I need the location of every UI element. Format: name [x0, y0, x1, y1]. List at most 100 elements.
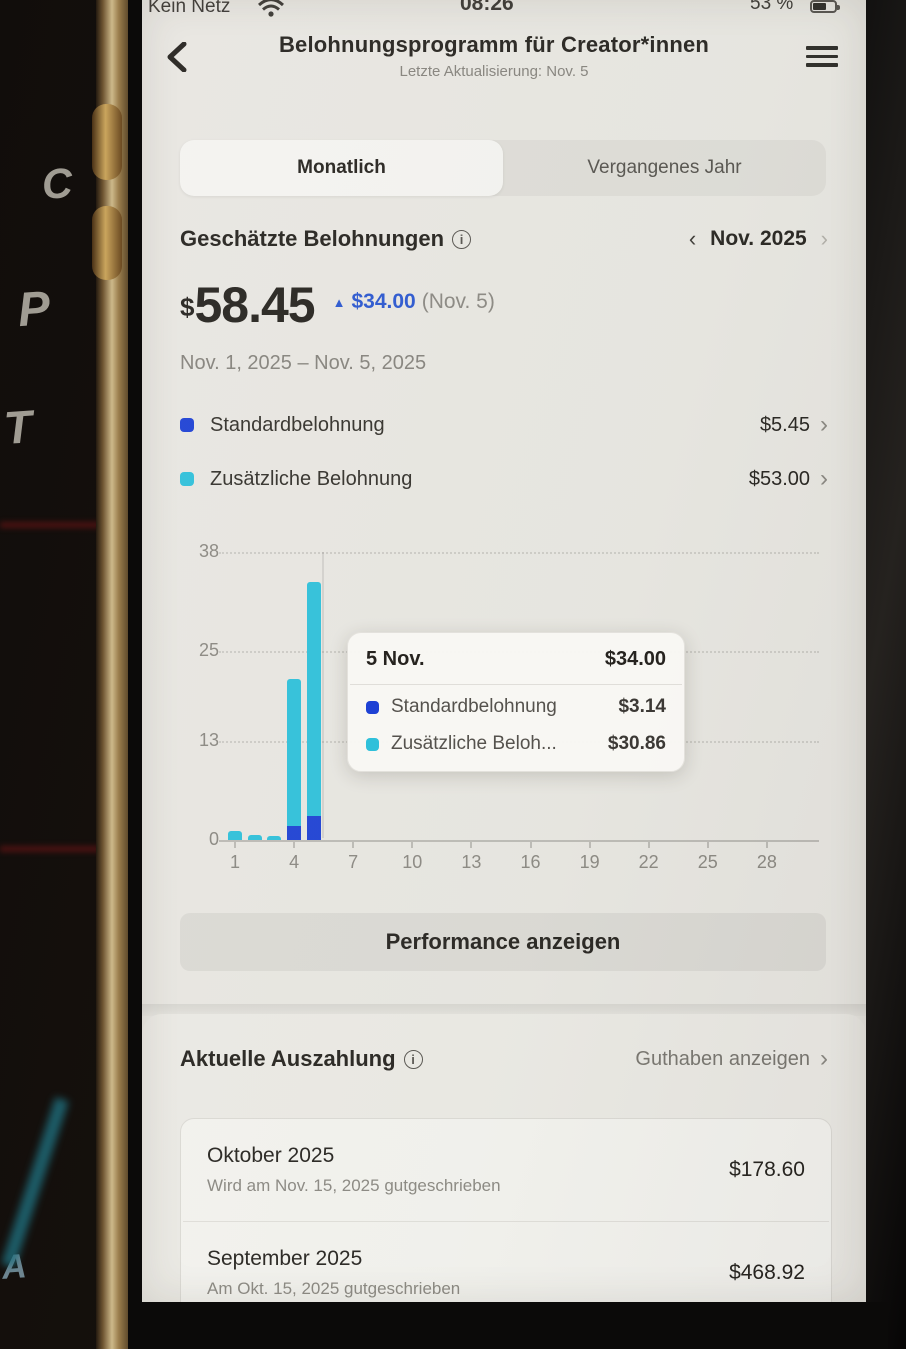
legend-row-standard[interactable]: Standardbelohnung $5.45 ›	[180, 408, 828, 442]
battery-icon	[810, 0, 840, 13]
battery-percent: 53 %	[750, 0, 794, 14]
rewards-section-header: Geschätzte Belohnungen i ‹ Nov. 2025 ›	[180, 226, 828, 252]
x-tick-label: 10	[402, 852, 423, 872]
chevron-right-icon: ›	[820, 411, 828, 438]
y-tick-label: 0	[208, 829, 219, 849]
payout-list-card: Oktober 2025 Wird am Nov. 15, 2025 gutge…	[180, 1118, 832, 1302]
x-tick-mark	[529, 842, 532, 848]
month-navigator: ‹ Nov. 2025 ›	[689, 226, 828, 252]
payout-amount: $468.92	[729, 1261, 805, 1284]
x-tick-label: 4	[289, 852, 300, 872]
show-balance-link[interactable]: Guthaben anzeigen ›	[635, 1047, 828, 1071]
x-tick-mark	[765, 842, 768, 848]
back-button[interactable]	[164, 42, 190, 72]
info-icon[interactable]: i	[452, 229, 472, 249]
payout-note: Wird am Nov. 15, 2025 gutgeschrieben	[207, 1176, 501, 1195]
currency-symbol: $	[180, 292, 195, 322]
legend-value: $5.45	[759, 413, 810, 436]
y-tick-label: 13	[198, 730, 219, 751]
x-tick-mark	[352, 842, 355, 848]
payout-list-item[interactable]: September 2025 Am Okt. 15, 2025 gutgesch…	[181, 1222, 831, 1302]
show-balance-label: Guthaben anzeigen	[635, 1047, 810, 1070]
selected-day-indicator	[321, 552, 324, 838]
legend-label: Zusätzliche Belohnung	[210, 467, 413, 490]
payout-section-header: Aktuelle Auszahlung i Guthaben anzeigen …	[180, 1046, 828, 1072]
chart-tooltip: 5 Nov. $34.00 Standardbelohnung $3.14 Zu…	[347, 632, 685, 772]
tooltip-row-value: $30.86	[607, 733, 666, 754]
payout-month: September 2025	[207, 1247, 363, 1270]
x-tick-label: 19	[579, 852, 600, 872]
prev-month-chevron-icon[interactable]: ‹	[688, 226, 697, 251]
keyboard-key-letter: P	[16, 281, 52, 338]
tab-monthly[interactable]: Monatlich	[180, 140, 503, 196]
tooltip-row-label: Zusätzliche Beloh...	[391, 733, 557, 754]
tooltip-row-label: Standardbelohnung	[391, 696, 557, 717]
divider	[183, 1221, 829, 1222]
total-amount: 58.45	[194, 277, 315, 333]
page-header: Belohnungsprogramm für Creator*innen Let…	[142, 26, 866, 100]
clock: 08:26	[460, 0, 514, 15]
bar-day-5-standard[interactable]	[306, 816, 321, 840]
daily-delta: ▲ $34.00 (Nov. 5)	[333, 290, 495, 314]
y-tick-label: 25	[198, 639, 219, 660]
x-tick-mark	[411, 842, 414, 848]
bar-day-4-standard[interactable]	[287, 826, 302, 840]
x-tick-label: 22	[638, 852, 659, 872]
y-tick-label: 38	[198, 541, 219, 561]
standard-reward-swatch-icon	[180, 418, 194, 432]
phone-screen: Kein Netz 08:26 53 % Belohnungsprogramm …	[142, 0, 866, 1302]
wifi-icon	[258, 0, 284, 17]
bar-day-1-extra[interactable]	[228, 830, 242, 840]
date-range: Nov. 1, 2025 – Nov. 5, 2025	[180, 352, 427, 374]
x-tick-mark	[588, 842, 591, 848]
phone-bezel	[128, 1302, 888, 1349]
hamburger-menu-icon[interactable]	[806, 46, 838, 70]
delta-date: (Nov. 5)	[421, 290, 495, 313]
phone-bezel	[866, 0, 906, 1349]
x-tick-label: 25	[697, 852, 718, 872]
carrier-label: Kein Netz	[148, 0, 231, 17]
bar-day-4-extra[interactable]	[287, 678, 302, 827]
delta-value: $34.00	[351, 290, 416, 313]
status-bar: Kein Netz 08:26 53 %	[142, 0, 866, 26]
extra-reward-swatch-icon	[180, 472, 194, 486]
info-icon[interactable]: i	[403, 1049, 423, 1069]
bar-day-2-extra[interactable]	[247, 835, 262, 840]
page-subtitle: Letzte Aktualisierung: Nov. 5	[399, 63, 589, 80]
legend-label: Standardbelohnung	[210, 413, 385, 436]
tab-past-year[interactable]: Vergangenes Jahr	[587, 157, 742, 178]
payout-list-item[interactable]: Oktober 2025 Wird am Nov. 15, 2025 gutge…	[181, 1119, 831, 1221]
tooltip-row-value: $3.14	[618, 696, 666, 717]
page-title: Belohnungsprogramm für Creator*innen	[278, 32, 710, 57]
tooltip-date: 5 Nov.	[366, 648, 425, 670]
legend-row-extra[interactable]: Zusätzliche Belohnung $53.00 ›	[180, 462, 828, 496]
phone-bezel	[128, 0, 142, 1349]
estimated-rewards-amount: $ 58.45 ▲ $34.00 (Nov. 5)	[180, 276, 495, 334]
next-month-chevron-icon[interactable]: ›	[820, 226, 828, 251]
x-tick-label: 7	[348, 852, 359, 872]
trend-up-icon: ▲	[332, 294, 346, 310]
x-tick-mark	[706, 842, 709, 848]
payout-note: Am Okt. 15, 2025 gutgeschrieben	[207, 1279, 461, 1298]
tooltip-total: $34.00	[604, 648, 666, 670]
bar-day-3-extra[interactable]	[267, 836, 282, 840]
standard-reward-swatch-icon	[366, 700, 379, 714]
performance-button[interactable]: Performance anzeigen	[180, 913, 826, 971]
x-axis-line	[219, 840, 819, 842]
legend-value: $53.00	[748, 467, 810, 490]
payout-amount: $178.60	[729, 1158, 805, 1181]
payout-month: Oktober 2025	[207, 1144, 335, 1167]
extra-reward-swatch-icon	[366, 737, 379, 751]
x-tick-label: 16	[520, 852, 541, 872]
x-tick-label: 13	[461, 852, 482, 872]
x-tick-mark	[470, 842, 473, 848]
section-divider	[142, 1004, 866, 1016]
divider	[350, 684, 682, 685]
chevron-right-icon: ›	[820, 465, 828, 492]
keyboard-key-letter: T	[2, 400, 34, 454]
keyboard-key-letter: C	[40, 159, 74, 209]
bar-day-5-extra[interactable]	[306, 582, 321, 817]
volume-up-button	[92, 104, 122, 180]
keyboard-glow-streak	[0, 522, 100, 528]
